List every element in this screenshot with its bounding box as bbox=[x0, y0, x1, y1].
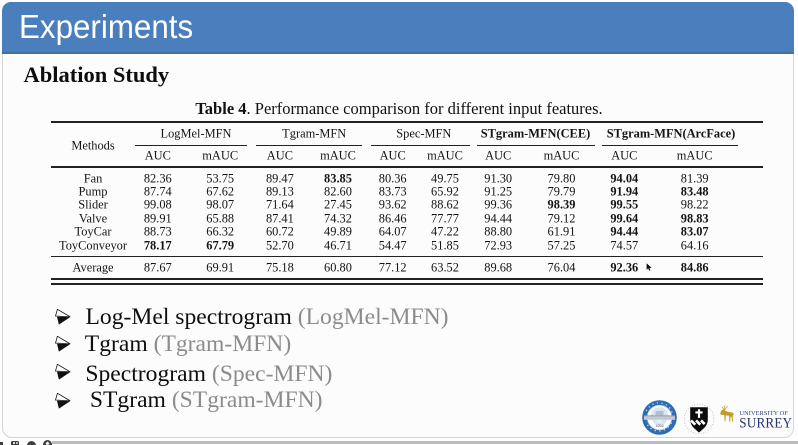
svg-text:1952: 1952 bbox=[655, 424, 663, 428]
svg-text:UNIVERSITY OF: UNIVERSITY OF bbox=[740, 410, 789, 417]
svg-text:SURREY: SURREY bbox=[739, 415, 792, 431]
